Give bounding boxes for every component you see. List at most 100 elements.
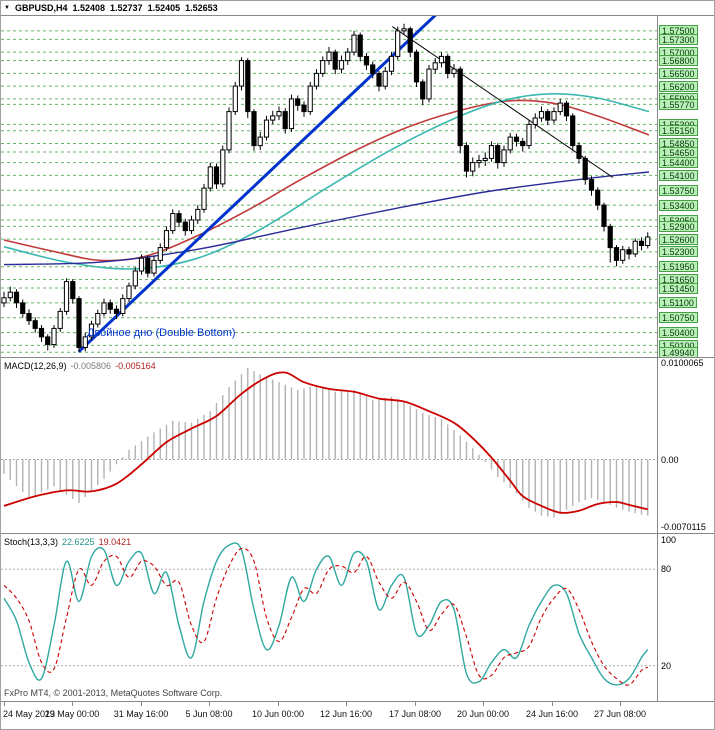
candle-body bbox=[401, 28, 407, 32]
chart-menu-icon[interactable]: ▼ bbox=[4, 5, 10, 11]
macd-signal-line[interactable] bbox=[3, 371, 649, 514]
panel-separator[interactable] bbox=[1, 533, 714, 534]
candle-body bbox=[520, 140, 526, 147]
stoch-signal-value: 19.0421 bbox=[98, 537, 132, 547]
candle-body bbox=[120, 298, 126, 315]
symbol-period-label: GBPUSD,H4 bbox=[14, 3, 68, 13]
candle-body bbox=[88, 323, 95, 338]
candle-body bbox=[82, 336, 88, 348]
price-chart-canvas[interactable] bbox=[1, 16, 657, 356]
candle-body bbox=[45, 336, 51, 345]
panel-separator bbox=[1, 701, 714, 702]
candle-body bbox=[457, 68, 463, 147]
time-label: 24 May 2013 bbox=[3, 709, 56, 719]
candle-body bbox=[413, 51, 420, 83]
price-level-label: 1.56800 bbox=[659, 55, 698, 66]
candle-body bbox=[570, 115, 576, 147]
candle-body bbox=[220, 149, 226, 185]
stoch-canvas[interactable] bbox=[1, 534, 657, 701]
time-label: 12 Jun 16:00 bbox=[319, 709, 373, 719]
price-level-label: 1.53400 bbox=[659, 200, 698, 211]
candle-body bbox=[188, 219, 195, 232]
time-tick bbox=[72, 702, 73, 706]
candle-body bbox=[63, 281, 70, 312]
stoch-header: Stoch(13,3,3) 22.6225 19.0421 bbox=[4, 537, 131, 547]
candle-body bbox=[232, 85, 238, 113]
price-scale[interactable]: 1.57500 1.57300 1.57000 1.56800 1.56500 1.562… bbox=[658, 1, 714, 701]
double-bottom-annotation[interactable]: Двойное дно (Double Bottom) bbox=[87, 327, 236, 339]
candle-body bbox=[595, 189, 601, 206]
candle-body bbox=[107, 302, 113, 310]
candle-body bbox=[451, 68, 457, 74]
candle-body bbox=[620, 249, 626, 261]
candle-body bbox=[551, 111, 557, 121]
price-level-label: 1.51450 bbox=[659, 283, 698, 294]
price-level-label: 1.54400 bbox=[659, 157, 698, 168]
macd-axis-label: 0.00 bbox=[661, 455, 679, 465]
candle-body bbox=[370, 64, 376, 74]
candle-body bbox=[345, 51, 351, 62]
candle-body bbox=[526, 123, 532, 147]
candle-body bbox=[301, 104, 307, 113]
price-level-label: 1.52900 bbox=[659, 221, 698, 232]
candle-body bbox=[545, 111, 551, 121]
macd-axis-label: 0.0100065 bbox=[661, 358, 704, 368]
candle-body bbox=[201, 187, 207, 210]
time-label: 31 May 16:00 bbox=[113, 709, 169, 719]
stoch-signal-line[interactable] bbox=[3, 547, 649, 686]
macd-header: MACD(12,26,9) -0.005806 -0.005164 bbox=[4, 361, 156, 371]
price-level-label: 1.53750 bbox=[659, 185, 698, 196]
candle-body bbox=[420, 81, 426, 100]
time-label: 27 Jun 08:00 bbox=[593, 709, 647, 719]
time-tick bbox=[552, 702, 553, 706]
price-level-label: 1.51100 bbox=[659, 297, 697, 308]
panel-separator[interactable] bbox=[1, 357, 714, 358]
candle-body bbox=[26, 313, 32, 322]
candle-body bbox=[182, 221, 188, 232]
candle-body bbox=[245, 60, 251, 113]
candle-body bbox=[213, 166, 220, 185]
time-tick bbox=[346, 702, 347, 706]
candle-body bbox=[501, 149, 507, 164]
candle-body bbox=[126, 285, 132, 300]
trendline-black-downtrend[interactable] bbox=[392, 26, 614, 178]
time-label: 20 Jun 00:00 bbox=[456, 709, 510, 719]
macd-label: MACD(12,26,9) bbox=[4, 361, 67, 371]
price-level-label: 1.52300 bbox=[659, 246, 698, 257]
candle-body bbox=[588, 179, 595, 191]
candle-body bbox=[32, 320, 38, 329]
stoch-main-line[interactable] bbox=[3, 542, 649, 686]
ma-teal-line[interactable] bbox=[3, 92, 650, 270]
candle-body bbox=[582, 157, 588, 181]
candle-body bbox=[363, 55, 370, 66]
ma-navy-line[interactable] bbox=[3, 171, 650, 266]
candle-body bbox=[476, 160, 482, 164]
candle-body bbox=[407, 28, 413, 53]
ohlc-open: 1.52408 bbox=[72, 3, 106, 13]
price-level-label: 1.50750 bbox=[659, 312, 698, 323]
trendline-blue-uptrend[interactable] bbox=[77, 16, 442, 353]
candle-body bbox=[13, 291, 20, 304]
candle-body bbox=[382, 70, 388, 87]
candle-body bbox=[395, 30, 401, 57]
candle-body bbox=[295, 98, 301, 106]
ma-red-line[interactable] bbox=[3, 99, 650, 262]
candle-body bbox=[151, 259, 157, 274]
candle-body bbox=[157, 247, 163, 261]
price-level-label: 1.55150 bbox=[659, 125, 698, 136]
candle-body bbox=[170, 213, 176, 232]
candle-body bbox=[445, 55, 451, 74]
candle-body bbox=[338, 60, 345, 70]
price-level-label: 1.50400 bbox=[659, 327, 698, 338]
candle-body bbox=[95, 313, 101, 325]
macd-canvas[interactable] bbox=[1, 358, 657, 532]
ohlc-high: 1.52737 bbox=[110, 3, 143, 13]
ohlc-close: 1.52653 bbox=[185, 3, 218, 13]
time-label: 17 Jun 08:00 bbox=[388, 709, 442, 719]
time-axis[interactable]: 24 May 2013 29 May 00:00 31 May 16:00 5 Jun… bbox=[1, 702, 714, 729]
price-level-label: 1.51950 bbox=[659, 261, 698, 272]
candle-body bbox=[176, 213, 182, 223]
macd-signal-value: -0.005164 bbox=[115, 361, 156, 371]
time-label: 24 Jun 16:00 bbox=[525, 709, 579, 719]
